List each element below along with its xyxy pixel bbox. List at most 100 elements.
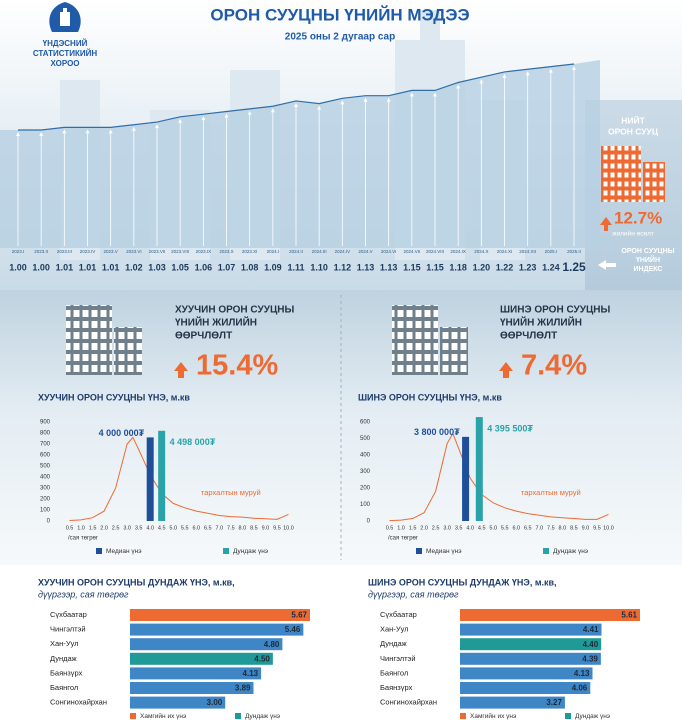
x-tick-label: 6.0 — [192, 525, 200, 531]
x-tick-label: 2024.V — [358, 249, 372, 254]
org-name: СТАТИСТИКИЙН — [33, 49, 98, 58]
bar — [130, 652, 273, 665]
x-tick-label: 6.5 — [524, 525, 532, 531]
value-label: 1.01 — [56, 262, 74, 272]
bar — [130, 609, 310, 621]
legend-label: Дундаж үнэ — [233, 548, 269, 555]
value-label: 1.07 — [218, 262, 236, 272]
x-tick-label: 3.0 — [123, 525, 131, 531]
x-tick-label: 3.0 — [443, 525, 451, 531]
legend-label: Дундаж үнэ — [575, 713, 611, 720]
value-label: 1.13 — [357, 262, 375, 272]
category-label: Баянгол — [50, 683, 78, 692]
x-tick-label: 3.5 — [135, 525, 143, 531]
category-label: Хан-Уул — [50, 639, 79, 648]
bar — [460, 667, 593, 680]
x-tick-label: 2024.X — [474, 249, 488, 254]
x-tick-label: 2024.I — [267, 249, 280, 254]
y-tick-label: 100 — [40, 508, 51, 514]
value-label: 3.27 — [546, 698, 562, 707]
y-tick-label: 300 — [40, 486, 51, 492]
value-label: 1.00 — [32, 262, 50, 272]
kpi-value: 15.4% — [196, 350, 278, 382]
kpi-label: ҮНИЙН ЖИЛИЙН — [175, 316, 257, 329]
y-tick-label: 0 — [367, 519, 371, 525]
value-label: 4.13 — [243, 669, 259, 678]
arrow-head — [502, 73, 507, 78]
value-label: 1.09 — [264, 262, 282, 272]
x-tick-label: 2024.II — [289, 249, 303, 254]
x-tick-label: 1.0 — [397, 525, 405, 531]
legend-label: Медиан үнэ — [426, 548, 462, 555]
up-arrow — [600, 217, 612, 231]
x-tick-label: 6.5 — [204, 525, 212, 531]
value-label: 1.15 — [426, 262, 444, 272]
legend-label: Дундаж үнэ — [553, 548, 589, 555]
value-label: 1.12 — [334, 262, 352, 272]
y-tick-label: 900 — [40, 420, 51, 426]
index-line — [18, 63, 575, 131]
bar — [460, 696, 565, 709]
price-bar — [462, 436, 470, 521]
arrow-head — [479, 79, 484, 84]
arrow-head — [224, 113, 229, 118]
bar — [460, 652, 601, 665]
bar — [460, 609, 640, 621]
x-tick-label: 2023.IV — [80, 249, 96, 254]
bar — [130, 623, 304, 636]
bar — [460, 682, 591, 694]
value-label: 1.00 — [9, 262, 27, 272]
x-tick-label: 5.5 — [501, 525, 509, 531]
y-tick-label: 400 — [40, 475, 51, 481]
value-label: 4.39 — [582, 654, 598, 663]
x-tick-label: 2023.I — [12, 249, 25, 254]
total-note: жилийн өсөлт — [612, 230, 654, 238]
arrow-head — [363, 97, 368, 102]
up-arrow — [174, 362, 188, 378]
value-label: 1.01 — [79, 262, 97, 272]
x-tick-label: 6.0 — [512, 525, 520, 531]
value-label: 5.61 — [621, 611, 637, 620]
value-label: 4.40 — [583, 640, 599, 649]
legend-swatch — [565, 713, 571, 719]
arrow-head — [548, 68, 553, 73]
value-label: 4.13 — [574, 669, 590, 678]
page-title: ОРОН СУУЦНЫ ҮНИЙН МЭДЭЭ — [210, 5, 469, 24]
legend-swatch — [460, 713, 466, 719]
x-tick-label: 9.5 — [593, 525, 601, 531]
legend-label: Дундаж үнэ — [245, 713, 281, 720]
bar — [130, 696, 226, 709]
x-tick-label: 2023.XI — [242, 249, 258, 254]
arrow-head — [155, 124, 159, 129]
bar — [130, 638, 283, 651]
arrow-head — [131, 126, 136, 131]
x-tick-label: 1.5 — [409, 525, 417, 531]
org-name: ҮНДЭСНИЙ — [43, 39, 88, 48]
legend-label: Хамгийн их үнэ — [470, 712, 517, 720]
x-tick-label: 8.5 — [570, 525, 578, 531]
bar — [130, 682, 254, 694]
arrow-head — [201, 116, 206, 121]
arrow-head — [317, 105, 322, 110]
value-label: 3.00 — [207, 698, 223, 707]
arrow-head — [16, 132, 20, 136]
total-label: НИЙТ — [621, 114, 645, 125]
x-tick-label: 8.0 — [559, 525, 567, 531]
value-label: 1.02 — [125, 262, 143, 272]
y-tick-label: 200 — [40, 497, 51, 503]
category-label: Сүхбаатар — [50, 610, 87, 619]
value-label: 1.20 — [473, 262, 491, 272]
x-axis-label: /сая төгрөг — [388, 536, 419, 542]
x-tick-label: 2024.VII — [403, 249, 420, 254]
x-tick-label: 2.0 — [420, 525, 428, 531]
arrow-head — [247, 110, 252, 115]
value-label: 1.23 — [519, 262, 537, 272]
total-value: 12.7% — [614, 208, 662, 227]
total-icon — [601, 146, 665, 202]
y-tick-label: 400 — [360, 453, 371, 459]
x-tick-label: 5.5 — [181, 525, 189, 531]
x-tick-label: 2023.VIII — [171, 249, 189, 254]
x-tick-label: 5.0 — [169, 525, 177, 531]
legend-swatch — [416, 548, 422, 554]
arrow-head — [270, 108, 275, 113]
